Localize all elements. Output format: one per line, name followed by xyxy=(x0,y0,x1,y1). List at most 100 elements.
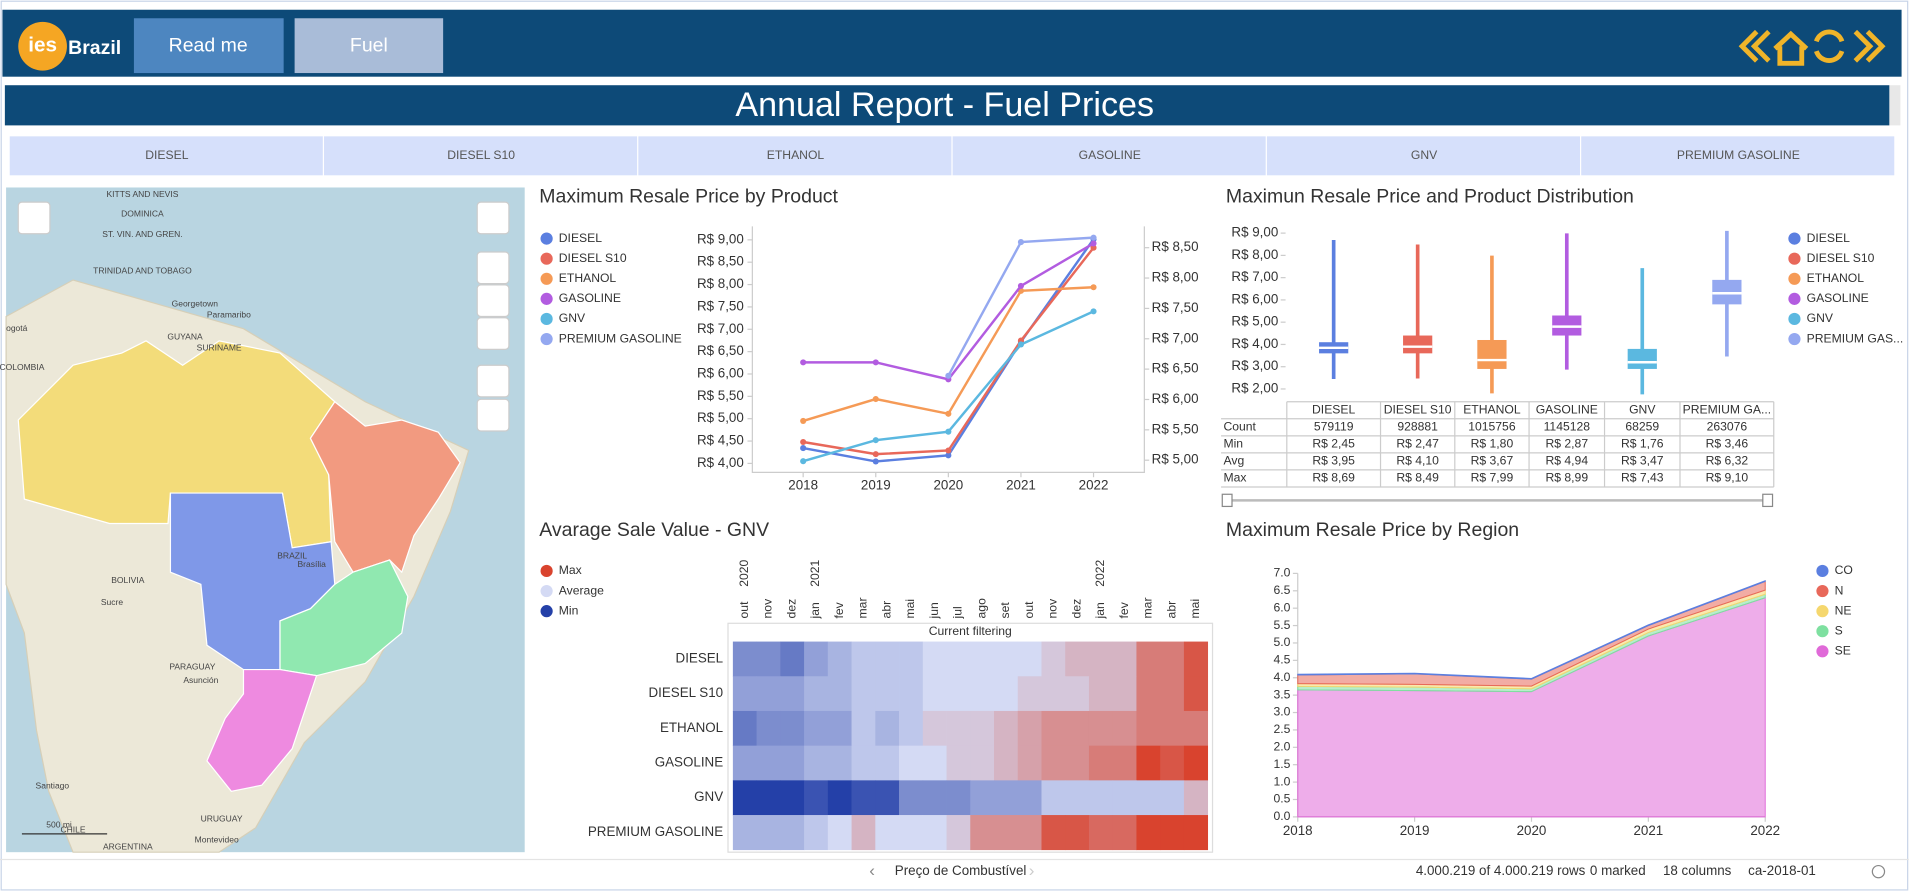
refresh-icon[interactable] xyxy=(1814,29,1845,63)
zoom-out-button[interactable] xyxy=(476,284,510,318)
prev-arrow[interactable]: ‹ xyxy=(869,861,875,880)
forward-icon[interactable] xyxy=(1853,29,1886,63)
heat-cell xyxy=(946,745,971,781)
tab-label[interactable]: Fuel xyxy=(350,34,388,56)
y2-tick-label: R$ 8,00 xyxy=(1152,270,1199,285)
legend-label: N xyxy=(1835,583,1844,597)
column-label: abr xyxy=(1164,601,1178,619)
data-point xyxy=(872,395,879,403)
table-header: GNV xyxy=(1629,402,1656,416)
heat-cell xyxy=(1065,676,1090,712)
globe-icon[interactable] xyxy=(1871,864,1886,879)
slider-handle[interactable] xyxy=(1221,493,1233,508)
heat-cell xyxy=(851,745,876,781)
map-label: Santiago xyxy=(36,781,70,791)
heat-cell xyxy=(1136,815,1161,851)
heat-cell xyxy=(827,745,852,781)
heat-cell xyxy=(1017,745,1042,781)
footer-rows: 4.000.219 of 4.000.219 rows xyxy=(1416,863,1586,878)
map-label: BRAZIL xyxy=(277,551,307,561)
zoom-in-button[interactable] xyxy=(476,251,510,285)
heat-cell xyxy=(946,710,971,747)
data-point xyxy=(800,438,807,446)
tab[interactable] xyxy=(133,18,284,74)
map-region xyxy=(309,400,461,574)
map-label: 500 mi xyxy=(46,820,72,830)
heat-cell xyxy=(1183,710,1209,747)
y-tick-label: R$ 4,00 xyxy=(1231,336,1278,351)
data-point xyxy=(872,451,879,458)
nav-icons[interactable] xyxy=(1738,29,1886,66)
y-tick-label: R$ 8,00 xyxy=(697,276,744,291)
filter-label[interactable]: PREMIUM GASOLINE xyxy=(1677,148,1800,162)
legend-label: DIESEL xyxy=(559,231,602,245)
heat-cell xyxy=(1041,815,1066,851)
heat-cell xyxy=(1183,745,1209,781)
heat-cell xyxy=(1112,710,1137,747)
heat-cell xyxy=(994,815,1019,851)
year-label: 2021 xyxy=(808,560,822,587)
filter-label[interactable]: ETHANOL xyxy=(767,148,825,162)
panel-title: Maximum Resale Price by Region xyxy=(1226,519,1519,541)
column-label: mai xyxy=(1188,599,1202,619)
legend-swatch xyxy=(1816,605,1829,618)
data-point xyxy=(945,452,952,459)
scrollbar[interactable] xyxy=(1889,85,1901,126)
filter-label[interactable]: GASOLINE xyxy=(1079,148,1141,162)
heat-cell xyxy=(1041,676,1066,712)
map-label: KITTS AND NEVIS xyxy=(106,189,178,199)
y2-tick-label: R$ 8,50 xyxy=(1152,239,1199,254)
heat-cell xyxy=(732,641,757,677)
layers-button[interactable] xyxy=(17,201,51,235)
search-button[interactable] xyxy=(476,201,510,235)
tab[interactable] xyxy=(294,18,444,74)
heat-cell xyxy=(827,710,852,747)
heat-cell xyxy=(1136,745,1161,781)
heat-cell xyxy=(1017,780,1042,816)
data-point xyxy=(1017,239,1024,246)
pan-button[interactable] xyxy=(476,364,510,398)
heat-cell xyxy=(756,676,781,712)
heat-cell xyxy=(1017,676,1042,712)
column-label: out xyxy=(737,601,751,619)
filter-cell[interactable] xyxy=(9,136,323,176)
data-point xyxy=(872,359,879,366)
back-icon[interactable] xyxy=(1738,29,1771,63)
heat-cell xyxy=(1112,745,1137,781)
heat-cell xyxy=(1136,641,1161,677)
next-arrow[interactable]: › xyxy=(1029,861,1035,880)
heat-cell xyxy=(875,676,900,712)
filter-cell[interactable] xyxy=(1581,136,1895,176)
home-icon[interactable] xyxy=(1773,30,1809,66)
y-tick-label: 1.5 xyxy=(1274,757,1291,771)
map-label: Asunción xyxy=(183,675,218,685)
data-point xyxy=(1090,244,1097,251)
heat-cell xyxy=(875,815,900,851)
filter-label[interactable]: GNV xyxy=(1411,148,1438,162)
heat-cell xyxy=(1183,676,1209,712)
filter-cell[interactable] xyxy=(952,136,1266,176)
filter-label[interactable]: DIESEL xyxy=(145,148,188,162)
heat-cell xyxy=(1088,710,1114,747)
heat-cell xyxy=(899,745,924,781)
filter-cell[interactable] xyxy=(324,136,638,176)
y2-tick-label: R$ 6,00 xyxy=(1152,391,1199,406)
tab-label[interactable]: Read me xyxy=(169,34,248,56)
y-tick-label: 0.5 xyxy=(1274,792,1291,806)
legend-label: DIESEL S10 xyxy=(1807,251,1875,265)
slider-handle[interactable] xyxy=(1762,493,1774,508)
reset-button[interactable] xyxy=(476,317,510,351)
heat-cell xyxy=(1160,676,1185,712)
heat-cell xyxy=(1160,780,1185,816)
lasso-button[interactable] xyxy=(476,398,510,432)
filter-cell[interactable] xyxy=(638,136,952,176)
heat-cell xyxy=(946,676,971,712)
table-cell: R$ 9,10 xyxy=(1706,471,1749,485)
heat-cell xyxy=(922,815,947,851)
table-cell: 1015756 xyxy=(1468,420,1516,434)
filter-label[interactable]: DIESEL S10 xyxy=(447,148,515,162)
x-tick-label: 2022 xyxy=(1750,823,1780,838)
table-row-label: Avg xyxy=(1223,454,1244,468)
heat-cell xyxy=(1160,745,1185,781)
filter-cell[interactable] xyxy=(1266,136,1580,176)
